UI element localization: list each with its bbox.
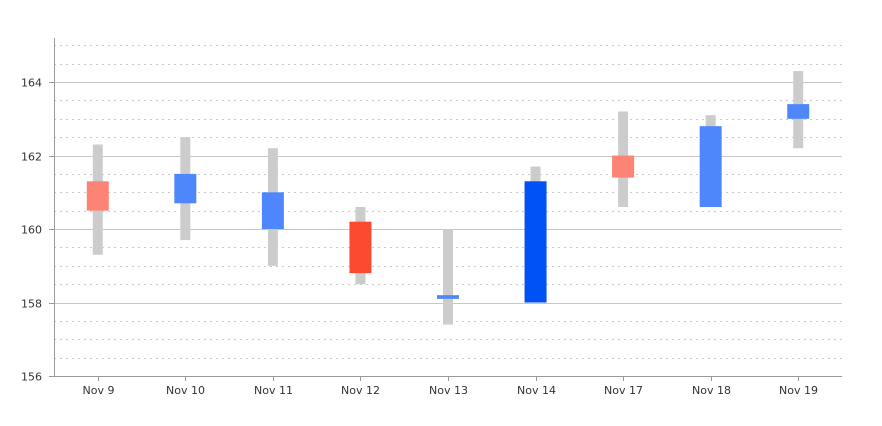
candle [699,115,722,207]
axes [54,38,842,377]
y-tick-label: 162 [21,151,42,164]
candle-body-up [699,126,722,207]
x-tick-label: Nov 14 [517,384,556,397]
candle-body-up [261,192,284,230]
candle-body-down [612,155,635,178]
x-axis-ticks: Nov 9 Nov 10 Nov 11 Nov 12 Nov 13 Nov 14 Nov 1… [83,376,818,397]
y-tick-label: 158 [21,298,42,311]
x-tick-label: Nov 9 [83,384,115,397]
candle [787,71,810,149]
x-tick-label: Nov 17 [604,384,643,397]
x-tick-label: Nov 18 [692,384,731,397]
x-tick-label: Nov 19 [779,384,818,397]
candle [524,166,547,303]
candle [174,137,197,241]
candle-wick [443,229,453,325]
x-tick-label: Nov 12 [341,384,380,397]
y-axis-ticks: 156 158 160 162 164 [21,77,54,384]
x-tick-label: Nov 11 [254,384,293,397]
candle [612,111,635,207]
candles [86,71,810,325]
y-tick-label: 160 [21,224,42,237]
candle-body-up [787,104,810,119]
candle [437,229,459,325]
candle-body-down [349,221,372,274]
candle [86,144,109,255]
y-tick-label: 156 [21,371,42,384]
candle-body-up [437,295,459,299]
y-tick-label: 164 [21,77,42,90]
candle-body-up [174,173,197,204]
candle [349,207,372,285]
x-tick-label: Nov 13 [429,384,468,397]
candle [261,148,284,266]
candle-body-up [524,181,547,303]
x-tick-label: Nov 10 [166,384,205,397]
candle-body-down [86,181,109,211]
